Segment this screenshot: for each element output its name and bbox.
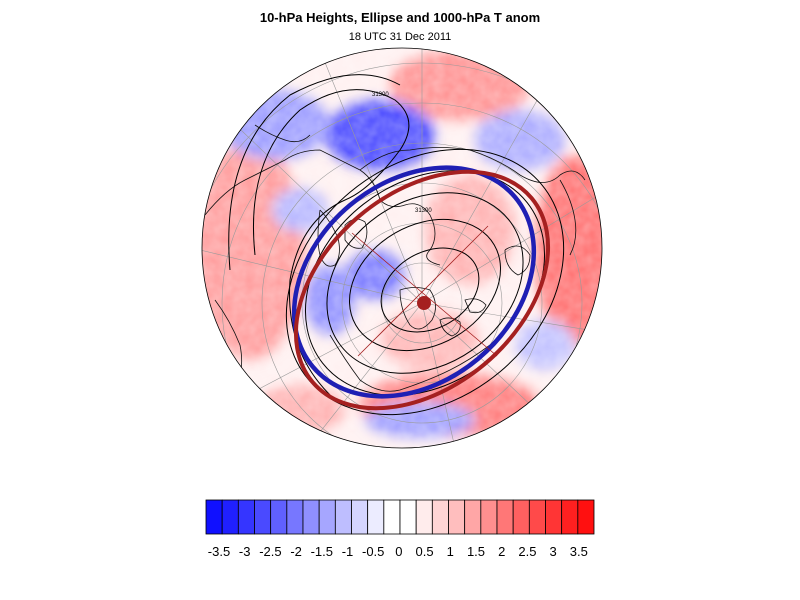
colorbar-box: [221, 499, 239, 535]
colorbar-box: [334, 499, 352, 535]
coastline-asia: [359, 147, 586, 183]
colorbar-box: [367, 499, 385, 535]
colorbar-box: [302, 499, 320, 535]
colorbar-box: [448, 499, 466, 535]
height-contour: [326, 192, 524, 374]
page-title: 10-hPa Heights, Ellipse and 1000-hPa T a…: [259, 10, 541, 25]
coastline-canadian-islands: [439, 298, 487, 337]
colorbar-tick-label: 2: [498, 544, 505, 559]
colorbar-box: [577, 499, 595, 535]
colorbar-box: [383, 499, 401, 535]
colorbar-box: [205, 499, 223, 535]
height-contour: [252, 89, 410, 396]
height-contour: [228, 74, 401, 271]
fitted-ellipse: [293, 169, 551, 411]
colorbar-tick-label: 3.5: [570, 544, 588, 559]
colorbar-box: [480, 499, 498, 535]
colorbar-boxes: [205, 499, 595, 535]
colorbar-tick-label: 2.5: [518, 544, 536, 559]
colorbar-box: [512, 499, 530, 535]
colorbar-box: [545, 499, 563, 535]
colorbar-labels: -3.5 -3 -2.5 -2 -1.5 -1 -0.5 0 0.5 1 1.5 2 2.5 3 3.5: [208, 544, 588, 559]
coastline-alaska: [504, 245, 531, 276]
colorbar-box: [431, 499, 449, 535]
contour-label: 31300: [415, 208, 432, 214]
colorbar-box: [415, 499, 433, 535]
colorbar-box: [464, 499, 482, 535]
height-contour: [349, 218, 501, 352]
colorbar-tick-label: 0: [395, 544, 402, 559]
page-subtitle: 18 UTC 31 Dec 2011: [348, 31, 452, 43]
colorbar-tick-label: 3: [549, 544, 556, 559]
colorbar-tick-label: 0.5: [416, 544, 434, 559]
colorbar-tick-label: -1: [342, 544, 354, 559]
colorbar-tick-label: -3: [239, 544, 251, 559]
coastline-south-asia: [254, 124, 311, 143]
temperature-anomaly-field: 31300 31300: [202, 48, 602, 448]
colorbar-box: [237, 499, 255, 535]
coastline-europe: [317, 209, 340, 267]
colorbar-box: [286, 499, 304, 535]
colorbar-tick-label: 1: [447, 544, 454, 559]
ellipse-center-dot: [417, 296, 431, 310]
coastline-greenland: [399, 287, 436, 330]
ellipse-axes: [351, 225, 498, 357]
colorbar-tick-label: -1.5: [311, 544, 333, 559]
coastline-pacific: [559, 179, 577, 256]
colorbar-box: [254, 499, 272, 535]
colorbar-tick-label: 1.5: [467, 544, 485, 559]
colorbar-tick-label: -0.5: [362, 544, 384, 559]
globe-outline: [201, 47, 603, 449]
colorbar-box: [399, 499, 417, 535]
colorbar-box: [351, 499, 369, 535]
colorbar-box: [561, 499, 579, 535]
height-contour: [380, 247, 480, 333]
colorbar-tick-label: -2.5: [259, 544, 281, 559]
colorbar-box: [270, 499, 288, 535]
colorbar-box: [496, 499, 514, 535]
contour-label: 31300: [372, 92, 389, 98]
coastline-eurasia: [204, 149, 441, 266]
vortex-edge-observed: [291, 165, 537, 399]
colorbar-box: [318, 499, 336, 535]
colorbar-tick-label: -2: [290, 544, 302, 559]
colorbar-tick-label: -3.5: [208, 544, 230, 559]
colorbar-box: [528, 499, 546, 535]
